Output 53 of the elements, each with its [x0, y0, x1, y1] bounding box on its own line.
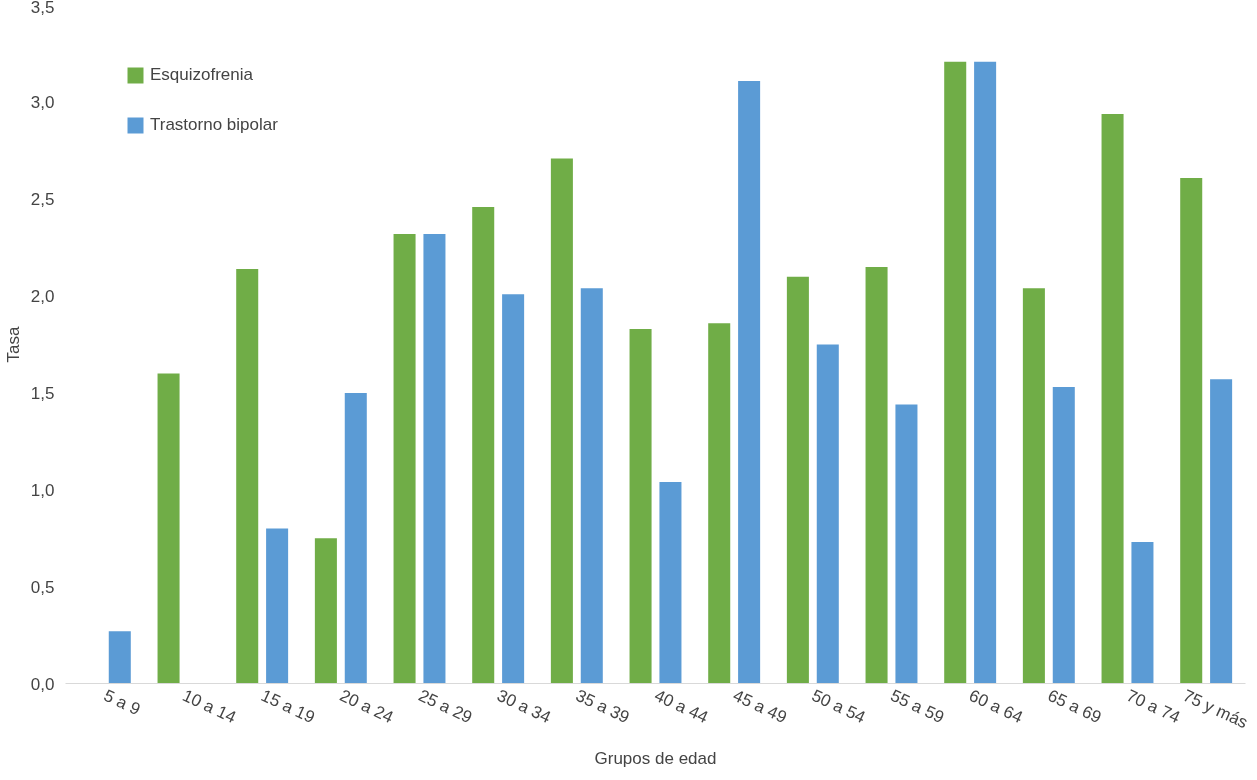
- y-tick-label: 1,5: [30, 383, 55, 403]
- x-tick-label: 5 a 9: [100, 685, 144, 720]
- y-tick-label: 0,0: [30, 674, 55, 694]
- x-axis-title: Grupos de edad: [594, 748, 717, 768]
- y-tick-label: 0,5: [30, 577, 55, 597]
- bar: [157, 373, 180, 684]
- x-tick-label: 40 a 44: [651, 685, 711, 728]
- bar: [738, 81, 761, 684]
- y-tick-label: 3,5: [30, 0, 55, 17]
- x-tick-label: 65 a 69: [1044, 685, 1105, 728]
- bar: [550, 158, 573, 684]
- bar: [423, 234, 446, 684]
- bar: [580, 288, 603, 684]
- bar: [708, 323, 731, 684]
- bar: [629, 329, 652, 684]
- bar: [108, 631, 131, 684]
- bar: [974, 61, 997, 684]
- legend-label: Trastorno bipolar: [150, 115, 278, 135]
- bar: [314, 538, 337, 684]
- bar: [1022, 288, 1045, 684]
- bar: [344, 392, 367, 684]
- x-tick-label: 60 a 64: [966, 685, 1026, 728]
- bar: [1180, 177, 1203, 684]
- bar: [266, 528, 289, 684]
- y-axis-title: Tasa: [3, 326, 23, 363]
- bar: [1052, 387, 1075, 684]
- x-tick-label: 50 a 54: [808, 685, 869, 728]
- bar: [865, 267, 888, 684]
- bar: [472, 206, 495, 684]
- legend-label: Esquizofrenia: [150, 65, 254, 85]
- bar: [502, 294, 525, 684]
- y-tick-label: 2,0: [30, 287, 55, 307]
- bar: [1101, 113, 1124, 684]
- x-tick-label: 15 a 19: [258, 685, 318, 728]
- x-tick-label: 20 a 24: [336, 685, 397, 728]
- bar: [393, 234, 416, 684]
- bar: [236, 268, 259, 684]
- bar: [1131, 542, 1154, 684]
- x-tick-label: 55 a 59: [887, 685, 947, 728]
- y-tick-label: 2,5: [30, 190, 55, 210]
- x-tick-label: 10 a 14: [179, 685, 239, 728]
- y-tick-label: 1,0: [30, 480, 55, 500]
- bar: [786, 276, 809, 684]
- x-tick-label: 30 a 34: [494, 685, 554, 728]
- bar: [816, 344, 839, 684]
- x-tick-label: 25 a 29: [415, 685, 475, 728]
- y-tick-label: 3,0: [30, 93, 55, 113]
- x-tick-label: 35 a 39: [572, 685, 633, 728]
- bar: [944, 61, 967, 684]
- bar: [895, 404, 918, 684]
- bar: [659, 482, 682, 684]
- x-tick-label: 45 a 49: [730, 685, 790, 728]
- bar: [1210, 379, 1233, 684]
